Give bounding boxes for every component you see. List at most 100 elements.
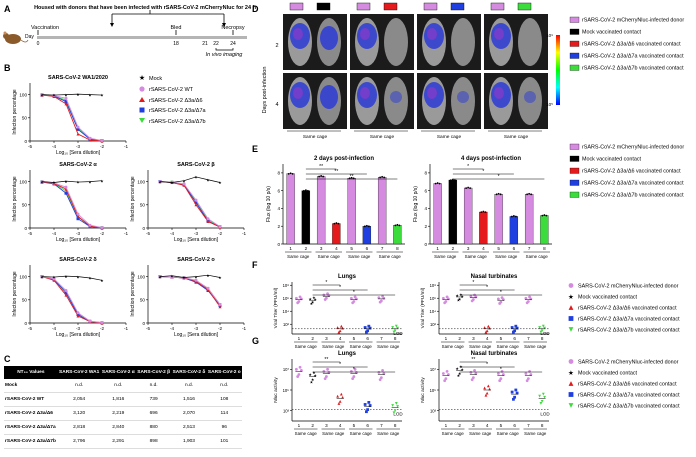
x-axis-label: Log₁₀ [Sera dilution] (56, 332, 101, 338)
x-tick-label: 4 (339, 423, 342, 428)
x-tick-label: 2 (458, 336, 461, 341)
scale-top-label: 10⁹ (546, 33, 553, 38)
series-line-mock (159, 274, 221, 278)
legend-marker-d3a6 (568, 305, 574, 310)
data-point-mock: ★ (52, 93, 56, 98)
x-tick-label: 7 (527, 423, 530, 428)
data-point-wt (296, 301, 300, 305)
necropsy-label: Necropsy (221, 25, 244, 31)
y-axis-label: Viral Titer (PFU/ml) (273, 287, 279, 328)
data-point-wt (473, 368, 476, 372)
data-point (484, 211, 487, 214)
data-point-d3a7a (194, 200, 198, 204)
data-point-wt (100, 226, 104, 230)
series-line-mock (41, 180, 103, 183)
data-point-wt (326, 292, 329, 296)
significance-mark: * (339, 285, 341, 291)
x-tick-label: 5 (497, 246, 500, 251)
contact-mouse-image (384, 18, 408, 66)
series-line-wt (41, 94, 103, 141)
table-cell: n.d. (135, 379, 172, 393)
x-tick-label: 8 (543, 246, 546, 251)
data-point-wt (445, 295, 449, 299)
x-tick-label: 1 (436, 246, 439, 251)
data-point (333, 222, 336, 225)
x-tick-label: -5 (28, 231, 33, 236)
timeline-title: Housed with donors that have been infect… (34, 5, 257, 11)
data-point-wt (218, 302, 222, 306)
table-cell: 2,070 (171, 406, 207, 421)
data-point (545, 214, 548, 217)
data-point (320, 175, 323, 177)
legend-label: Mock vaccinated contact (578, 295, 638, 301)
data-point-d3a6 (339, 324, 343, 328)
data-point-d3a6 (336, 326, 340, 329)
y-tick-label: 10⁵ (430, 388, 437, 393)
data-point-mock: ★ (310, 301, 314, 306)
legend-marker-d3a6 (568, 381, 574, 386)
x-tick-label: -1 (242, 326, 247, 331)
y-tick-label: 10⁷ (283, 367, 290, 372)
row-label-4: 4 (275, 102, 278, 108)
x-tick-label: 4 (486, 336, 489, 341)
data-point-wt (326, 367, 329, 371)
data-point-wt (496, 297, 500, 301)
data-point-mock: ★ (182, 178, 186, 183)
legend-d3a7a-marker (139, 107, 145, 113)
tick-day-18: 18 (173, 41, 179, 47)
data-point-d3a7b (538, 394, 542, 398)
bled-label: Bled (170, 25, 181, 31)
tick-day-24: 24 (230, 41, 236, 47)
data-point-wt (446, 373, 450, 376)
data-point (453, 179, 456, 182)
y-tick-label: 10² (283, 322, 290, 327)
y-tick-label: 0 (24, 321, 27, 326)
data-point-wt (498, 379, 502, 383)
x-tick-label: -3 (76, 231, 81, 236)
table-cell: 739 (135, 392, 172, 407)
data-point-d3a6 (485, 329, 489, 333)
data-point-d3a7b (538, 326, 542, 329)
data-point (480, 211, 483, 214)
data-point-d3a7b (539, 402, 543, 405)
legend-swatch (569, 16, 580, 23)
significance-mark: ** (471, 357, 475, 363)
significance-mark: * (353, 367, 355, 373)
data-point-wt (525, 379, 529, 383)
same-cage-label: Same cage (287, 254, 310, 259)
data-point-d3a7b (392, 411, 396, 415)
data-point-wt (500, 296, 504, 299)
same-cage-label: Same cage (370, 134, 395, 140)
data-point-wt (445, 370, 449, 373)
chart-title: Lungs (338, 351, 357, 357)
y-axis-label: Infection percentage (12, 89, 18, 135)
y-tick-label: 6 (424, 188, 427, 193)
same-cage-label: Same cage (437, 134, 462, 140)
data-point-wt (294, 296, 298, 300)
data-point-d3a7a (76, 217, 80, 221)
data-point-d3a7a (368, 326, 372, 330)
data-point-wt (194, 198, 198, 202)
data-point-wt (64, 96, 68, 100)
x-tick-label: -1 (124, 326, 129, 331)
legend-label: rSARS-CoV-2 mCherryNluc-infected donor (582, 145, 684, 151)
same-cage-label: Same cage (322, 431, 345, 436)
x-tick-label: 3 (472, 336, 475, 341)
y-tick-label: 2 (277, 224, 280, 229)
legend-label: rSARS-CoV-2 Δ3a/Δ7a vaccinated contact (582, 54, 684, 60)
row-label-2: 2 (275, 43, 278, 49)
x-tick-label: 8 (541, 336, 544, 341)
significance-mark: * (486, 285, 488, 291)
y-axis-label: Flux (log 10 p/s) (413, 186, 419, 222)
x-tick-label: -1 (242, 231, 247, 236)
series-line-wt (159, 181, 221, 227)
x-tick-label: 1 (445, 336, 448, 341)
data-point (379, 176, 382, 179)
data-point-mock: ★ (100, 93, 104, 98)
data-point-wt (443, 301, 447, 305)
y-tick-label: 10³ (430, 408, 437, 413)
data-point-wt (323, 377, 327, 381)
data-point-mock: ★ (458, 371, 462, 376)
legend-marker-d3a7b (568, 403, 574, 408)
bar (347, 178, 356, 245)
